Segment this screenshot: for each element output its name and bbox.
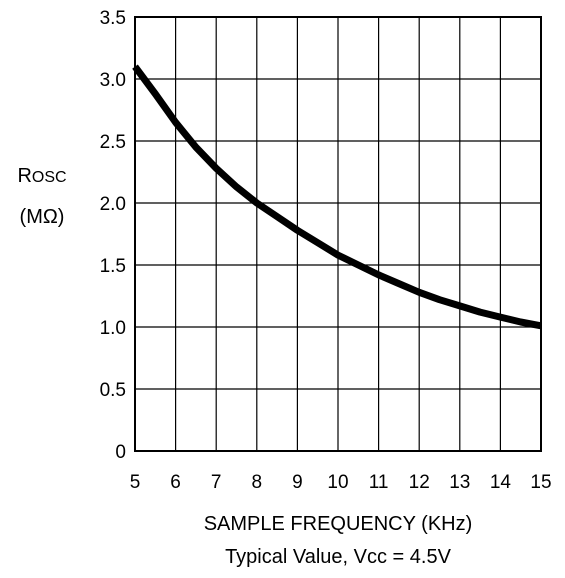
y-tick-labels: 0 0.5 1.0 1.5 2.0 2.5 3.0 3.5 bbox=[100, 8, 126, 463]
series-curve-group bbox=[132, 64, 542, 330]
chart-subtitle: Typical Value, Vcc = 4.5V bbox=[225, 546, 452, 568]
y-tick-label-6: 3.0 bbox=[100, 70, 126, 91]
y-tick-label-4: 2.0 bbox=[100, 194, 126, 215]
y-axis-label-r: R bbox=[17, 165, 31, 187]
y-axis-label-osc: OSC bbox=[32, 169, 67, 186]
y-tick-label-5: 2.5 bbox=[100, 132, 126, 153]
series-line-0 bbox=[132, 64, 542, 330]
x-tick-label-10: 15 bbox=[530, 472, 551, 493]
x-tick-label-2: 7 bbox=[211, 472, 222, 493]
x-tick-label-4: 9 bbox=[292, 472, 303, 493]
y-tick-label-2: 1.0 bbox=[100, 318, 126, 339]
plot-frame bbox=[134, 16, 542, 452]
x-tick-label-5: 10 bbox=[327, 472, 348, 493]
x-tick-label-7: 12 bbox=[409, 472, 430, 493]
y-tick-label-7: 3.5 bbox=[100, 8, 126, 29]
y-axis-label-line2: (MΩ) bbox=[20, 206, 65, 228]
x-tick-label-8: 13 bbox=[449, 472, 470, 493]
x-tick-label-1: 6 bbox=[170, 472, 181, 493]
x-tick-label-3: 8 bbox=[252, 472, 263, 493]
y-axis-label-line1: ROSC bbox=[17, 165, 66, 187]
x-axis-label: SAMPLE FREQUENCY (KHz) bbox=[204, 513, 473, 535]
x-tick-label-6: 11 bbox=[369, 472, 389, 493]
x-tick-label-9: 14 bbox=[490, 472, 512, 493]
x-tick-label-0: 5 bbox=[130, 472, 141, 493]
grid bbox=[134, 16, 542, 452]
y-tick-label-1: 0.5 bbox=[100, 380, 126, 401]
y-tick-label-3: 1.5 bbox=[100, 256, 126, 277]
x-tick-labels: 5 6 7 8 9 10 11 12 13 14 15 bbox=[130, 472, 552, 493]
y-tick-label-0: 0 bbox=[115, 442, 126, 463]
